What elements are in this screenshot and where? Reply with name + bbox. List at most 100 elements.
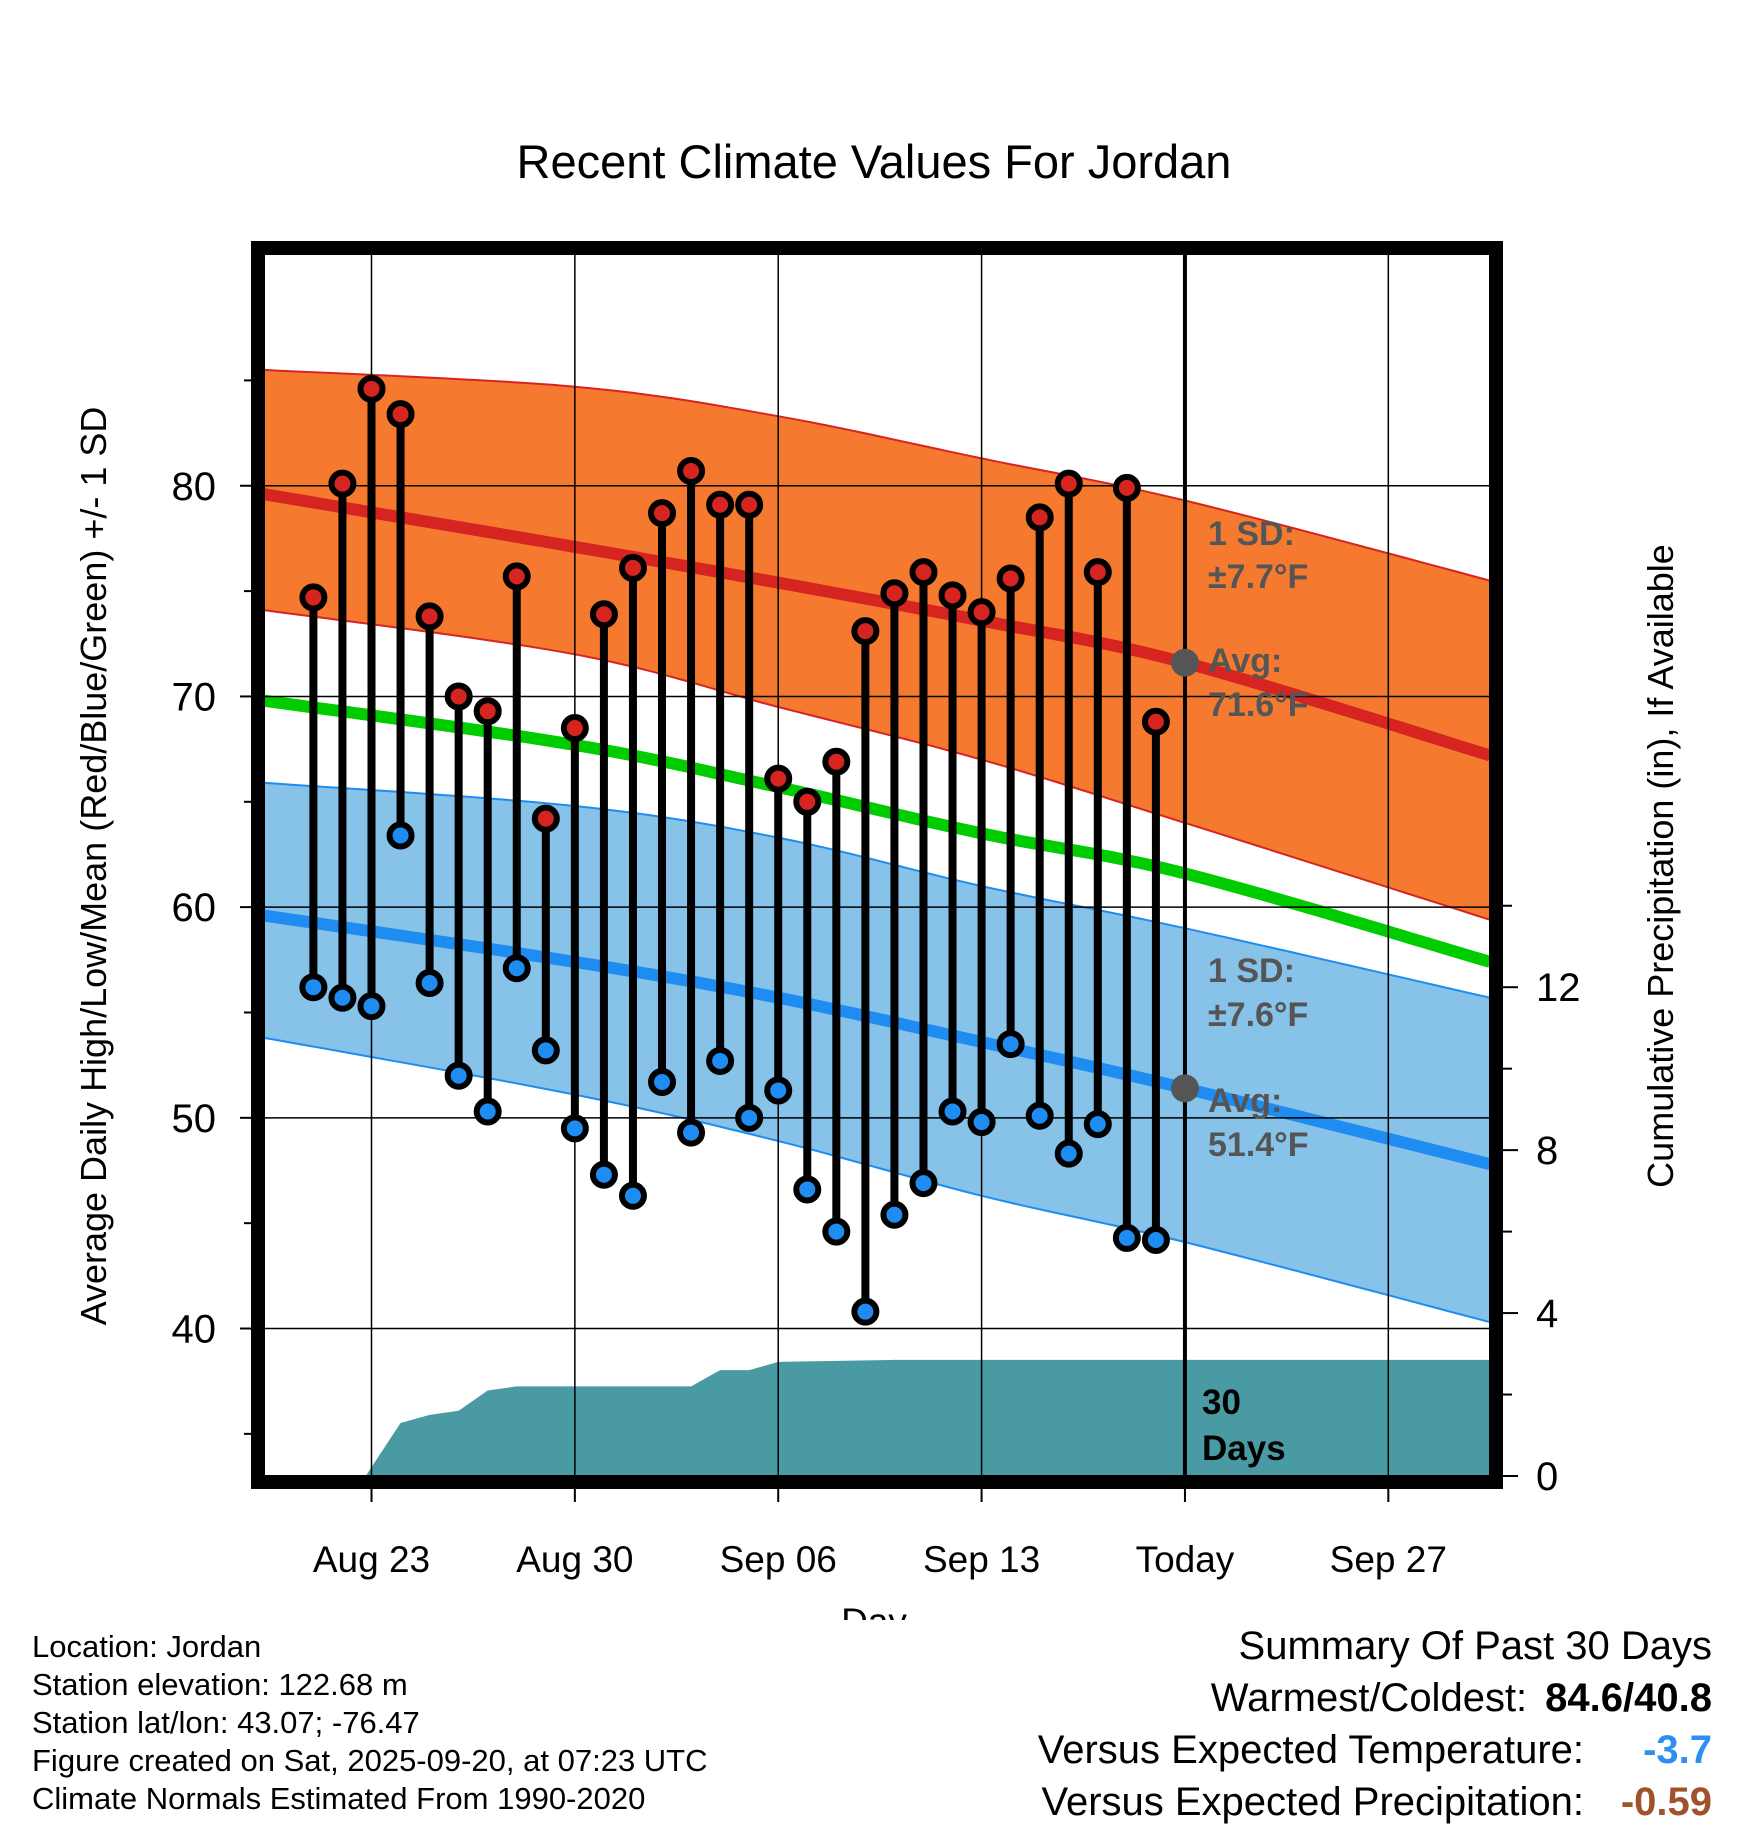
high-upper-edge [264,368,1490,582]
days-label-line2: Days [1202,1429,1286,1468]
observed-high-point [706,490,735,519]
observed-low-point [880,1200,909,1229]
mean-normal-line [264,694,1490,968]
observed-high-point [299,583,328,612]
x-tick-label: Today [1136,1539,1235,1580]
observed-low-point [793,1175,822,1204]
observed-high-point [851,617,880,646]
annotations: 1 SD: ±7.7°F Avg: 71.6°F 1 SD: ±7.6°F Av… [1202,515,1309,1468]
location-text: Location: Jordan [32,1629,262,1664]
y-tick-label: 80 [172,465,217,509]
observed-low-point [1025,1101,1054,1130]
today-low-normal-marker [1170,1074,1199,1103]
observed-high-point [938,581,967,610]
observed-low-point [1083,1110,1112,1139]
y-axis-label-left: Average Daily High/Low/Mean (Red/Blue/Gr… [73,407,114,1326]
observed-high-point [793,787,822,816]
y-tick-label: 60 [172,886,217,930]
observed-high-point [618,553,647,582]
observed-high-point [822,747,851,776]
observed-low-point [589,1160,618,1189]
y2-tick-label: 4 [1536,1292,1558,1336]
observed-high-point [589,600,618,629]
observed-high-point [502,562,531,591]
low-upper-edge [264,781,1490,999]
observed-low-point [357,992,386,1021]
observed-high-point [386,400,415,429]
observed-high-point [560,714,589,743]
observed-high-point [1141,707,1170,736]
temp-anomaly-label: Versus Expected Temperature: [1037,1728,1584,1772]
axes: 40 50 60 70 80 0 4 8 12 Aug 23 Aug 30 Sep 06 Sep 13 T… [172,241,1581,1580]
observed-low-point [677,1118,706,1147]
observed-high-point [1112,473,1141,502]
climate-chart: Recent Climate Values For Jordan 1 SD: ±… [73,135,1681,1620]
observed-high-point [880,579,909,608]
low-sd-band [264,782,1490,1323]
observed-low-point [764,1076,793,1105]
observed-high-point [357,374,386,403]
observed-high-point [1054,469,1083,498]
observed-high-point [967,598,996,627]
high-sd-label: 1 SD: [1208,515,1295,553]
low-avg-label: Avg: [1208,1082,1282,1120]
observed-low-point [967,1108,996,1137]
observed-high-point [735,490,764,519]
summary-panel: Summary Of Past 30 Days Warmest/Coldest:… [1038,1620,1712,1828]
low-avg-value: 51.4°F [1208,1126,1309,1164]
observed-low-point [299,973,328,1002]
elevation-text: Station elevation: 122.68 m [32,1667,408,1702]
observed-low-point [822,1217,851,1246]
observed-low-point [735,1103,764,1132]
observed-low-point [328,983,357,1012]
observed-low-point [706,1046,735,1075]
observed-high-point [1025,503,1054,532]
observed-high-point [473,697,502,726]
observed-high-point [764,764,793,793]
observed-low-point [618,1181,647,1210]
observed-low-point [996,1030,1025,1059]
high-avg-value: 71.6°F [1208,686,1309,724]
high-avg-label: Avg: [1208,642,1282,680]
days-label-line1: 30 [1202,1383,1241,1422]
temp-anomaly-row: Versus Expected Temperature: -3.7 [1038,1724,1712,1776]
y-tick-label: 50 [172,1097,217,1141]
observed-high-point [531,804,560,833]
created-text: Figure created on Sat, 2025-09-20, at 07… [32,1743,708,1778]
normals-text: Climate Normals Estimated From 1990-2020 [32,1781,646,1816]
precip-anomaly-label: Versus Expected Precipitation: [1041,1780,1584,1824]
observed-low-point [909,1169,938,1198]
observed-high-point [996,564,1025,593]
summary-title: Summary Of Past 30 Days [1238,1624,1712,1668]
warmest-value: 84.6/40.8 [1545,1676,1712,1720]
y2-tick-label: 12 [1536,966,1581,1010]
temp-anomaly-value: -3.7 [1643,1728,1712,1772]
observed-high-point [648,499,677,528]
low-lower-edge [264,1036,1490,1324]
observed-low-point [560,1114,589,1143]
x-tick-label: Sep 13 [923,1539,1040,1580]
low-normal-line [264,909,1490,1171]
y2-tick-label: 0 [1536,1455,1558,1499]
observed-low-point [851,1297,880,1326]
observed-low-point [1141,1226,1170,1255]
observed-low-point [415,968,444,997]
observed-low-point [386,821,415,850]
observed-low-point [648,1068,677,1097]
observed-low-point [938,1097,967,1126]
x-tick-label: Aug 30 [516,1539,633,1580]
observed-low-point [531,1036,560,1065]
high-sd-value: ±7.7°F [1208,558,1308,596]
precipitation-area [365,1359,1490,1476]
high-normal-line [264,488,1490,762]
plot-frame [251,241,1503,1489]
observed-low-point [502,954,531,983]
observed-high-point [1083,558,1112,587]
y-tick-label: 40 [172,1308,217,1352]
observed-high-point [677,457,706,486]
x-tick-label: Sep 27 [1330,1539,1447,1580]
observed-high-point [909,558,938,587]
low-sd-value: ±7.6°F [1208,996,1308,1034]
observed-high-point [328,469,357,498]
today-high-normal-marker [1170,648,1199,677]
